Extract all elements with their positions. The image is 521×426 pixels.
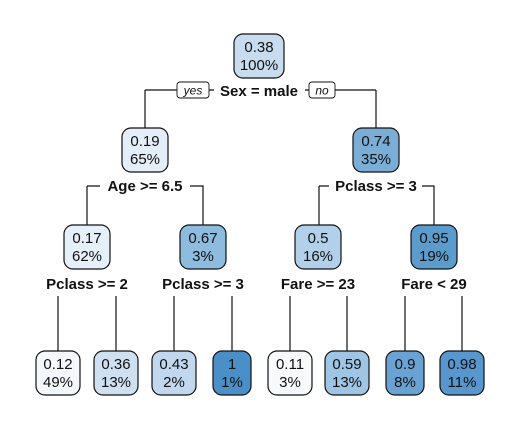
node-box: [385, 350, 425, 396]
node-box: [35, 350, 81, 396]
svg-text:0.43: 0.43: [159, 356, 188, 373]
split-label-n3: Pclass >= 3: [335, 178, 417, 195]
svg-text:0.95: 0.95: [419, 230, 448, 247]
leaf-node: 0.36 13%: [93, 350, 139, 396]
leaf-node: 0.59 13%: [324, 350, 370, 396]
svg-text:0.11: 0.11: [276, 356, 304, 373]
tree-node: 0.5 16%: [294, 224, 342, 270]
svg-text:0.59: 0.59: [332, 356, 361, 373]
split-label-n4: Pclass >= 2: [46, 276, 128, 293]
svg-text:11%: 11%: [448, 374, 477, 391]
svg-text:no: no: [315, 84, 329, 98]
svg-text:yes: yes: [183, 84, 203, 98]
svg-text:2%: 2%: [163, 374, 185, 391]
node-box: [233, 33, 285, 79]
node-box: [63, 224, 111, 270]
svg-text:100%: 100%: [240, 57, 278, 74]
node-box: [151, 350, 197, 396]
node-box: [294, 224, 342, 270]
svg-text:35%: 35%: [361, 151, 391, 168]
svg-text:0.9: 0.9: [395, 356, 416, 373]
edge-n3-left: [318, 185, 329, 227]
node-box: [121, 127, 169, 173]
svg-text:65%: 65%: [130, 151, 160, 168]
leaf-node: 0.98 11%: [439, 350, 485, 396]
branch-tag-yes: yes: [176, 81, 210, 99]
leaf-node: 0.43 2%: [151, 350, 197, 396]
split-label-n2: Age >= 6.5: [107, 178, 182, 195]
svg-text:49%: 49%: [43, 374, 73, 391]
svg-text:1%: 1%: [221, 374, 243, 391]
node-box: [212, 350, 252, 396]
edge-n3-right: [422, 185, 435, 227]
leaf-node: 0.9 8%: [385, 350, 425, 396]
svg-text:0.5: 0.5: [308, 230, 329, 247]
svg-text:0.17: 0.17: [72, 230, 101, 247]
node-box: [93, 350, 139, 396]
svg-text:3%: 3%: [192, 248, 214, 265]
svg-text:0.38: 0.38: [244, 39, 273, 56]
edge-n2-right: [190, 185, 204, 227]
tree-node: 0.95 19%: [410, 224, 458, 270]
node-box: [439, 350, 485, 396]
leaf-node: 0.11 3%: [267, 350, 313, 396]
node-box: [410, 224, 458, 270]
svg-text:0.67: 0.67: [188, 230, 217, 247]
node-box: [324, 350, 370, 396]
svg-text:62%: 62%: [72, 248, 102, 265]
svg-text:3%: 3%: [279, 374, 301, 391]
tree-node: 0.67 3%: [179, 224, 227, 270]
split-label-n5: Pclass >= 3: [162, 276, 244, 293]
tree-node: 0.38 100%: [233, 33, 285, 79]
split-label-n7: Fare < 29: [401, 276, 466, 293]
node-box: [267, 350, 313, 396]
svg-text:0.98: 0.98: [447, 356, 476, 373]
tree-node: 0.19 65%: [121, 127, 169, 173]
leaf-node: 0.12 49%: [35, 350, 81, 396]
svg-text:1: 1: [228, 356, 236, 373]
svg-text:19%: 19%: [419, 248, 449, 265]
split-label-n6: Fare >= 23: [281, 276, 355, 293]
svg-text:0.74: 0.74: [361, 133, 390, 150]
edge-n2-left: [86, 185, 100, 227]
svg-text:13%: 13%: [332, 374, 362, 391]
svg-text:0.36: 0.36: [101, 356, 130, 373]
svg-text:13%: 13%: [101, 374, 131, 391]
branch-tag-no: no: [308, 81, 336, 99]
split-label-root: Sex = male: [220, 83, 298, 100]
tree-node: 0.74 35%: [352, 127, 400, 173]
node-box: [352, 127, 400, 173]
edges: [57, 89, 463, 351]
svg-text:16%: 16%: [303, 248, 333, 265]
svg-text:0.12: 0.12: [43, 356, 72, 373]
leaf-node: 1 1%: [212, 350, 252, 396]
tree-node: 0.17 62%: [63, 224, 111, 270]
svg-text:0.19: 0.19: [130, 133, 159, 150]
node-box: [179, 224, 227, 270]
svg-text:8%: 8%: [394, 374, 416, 391]
